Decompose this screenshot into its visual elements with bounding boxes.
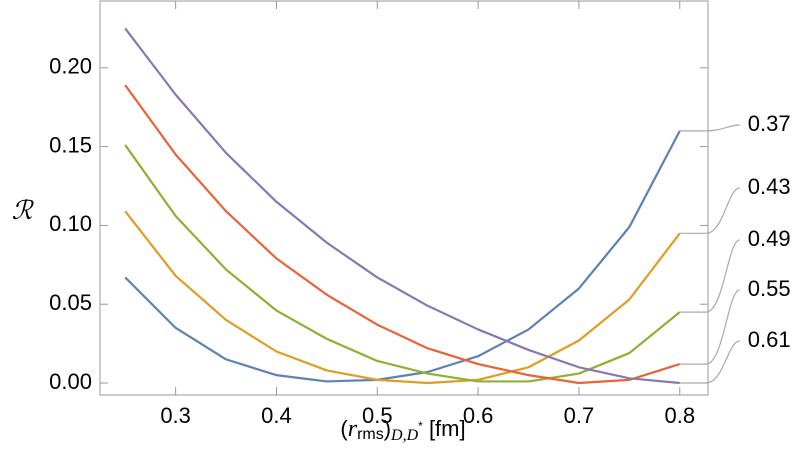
y-tick-label: 0.00	[49, 369, 92, 394]
x-label-part: rms	[357, 426, 384, 443]
leader-line	[679, 239, 741, 313]
x-label-part: (	[340, 416, 348, 441]
y-tick-label: 0.20	[49, 54, 92, 79]
legend-label: 0.49	[748, 226, 791, 251]
leader-line	[679, 187, 740, 234]
leader-line	[679, 124, 740, 132]
x-tick-label: 0.4	[261, 403, 292, 428]
x-tick-label: 0.7	[564, 403, 595, 428]
series-line	[124, 144, 681, 383]
x-tick-label: 0.8	[664, 403, 695, 428]
x-label-part: )	[384, 416, 391, 441]
series-line	[124, 84, 681, 385]
legend-label: 0.43	[748, 174, 791, 199]
x-tick-label: 0.6	[463, 403, 494, 428]
x-label-part: D,D	[390, 427, 419, 444]
y-tick-label: 0.15	[49, 132, 92, 157]
x-label-part: [fm]	[423, 416, 466, 441]
legend-label: 0.37	[748, 111, 791, 136]
legend-label: 0.55	[748, 276, 791, 301]
x-label-part: *	[418, 419, 423, 433]
leader-line	[679, 340, 740, 384]
x-tick-label: 0.5	[362, 403, 393, 428]
x-label-part: r	[348, 416, 358, 442]
series-line	[124, 130, 681, 383]
series-line	[124, 210, 681, 385]
y-tick-label: 0.10	[49, 211, 92, 236]
y-axis-label: ℛ	[12, 196, 35, 225]
legend-label: 0.61	[748, 327, 791, 352]
y-tick-label: 0.05	[49, 290, 92, 315]
series-line	[124, 27, 680, 385]
plot-frame	[99, 0, 709, 396]
x-tick-label: 0.3	[160, 403, 191, 428]
x-axis-label: (rrms)D,D* [fm]	[340, 416, 465, 444]
leader-line	[679, 289, 741, 365]
